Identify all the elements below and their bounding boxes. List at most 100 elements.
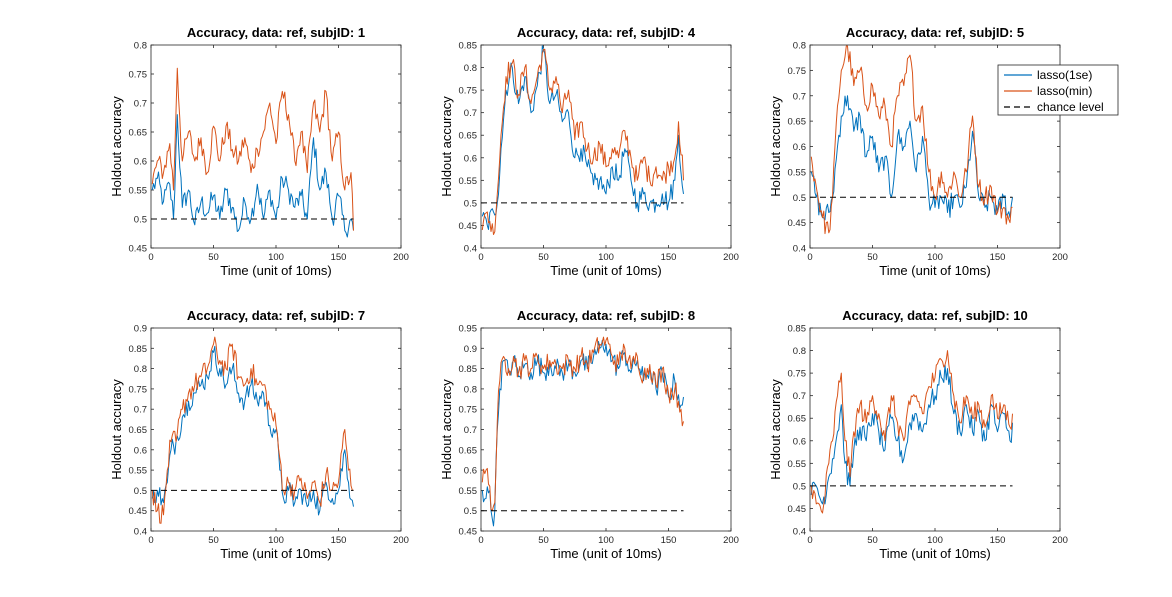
legend: lasso(1se) lasso(min) chance level [997,64,1119,116]
y-axis-label: Holdout accuracy [768,96,783,197]
y-tick-label: 0.85 [129,344,148,355]
x-tick-label: 0 [478,252,483,263]
panel-2: 0 50 100 150 200 0.4 0.45 0.5 0.55 0.6 0.65 0.7 0.75… [439,25,739,278]
axes-box [480,327,732,532]
x-tick-label: 100 [927,535,943,546]
y-tick-label: 0.75 [129,70,148,81]
y-tick-label: 0.95 [459,324,478,335]
x-tick-label: 150 [331,535,347,546]
y-tick-label: 0.9 [134,324,147,335]
x-tick-label: 100 [598,535,614,546]
y-tick-label: 0.7 [134,405,147,416]
y-axis-label: Holdout accuracy [109,379,124,480]
x-tick-label: 200 [393,252,409,263]
x-tick-label: 50 [538,535,549,546]
y-tick-label: 0.45 [788,504,807,515]
y-tick-label: 0.6 [134,157,147,168]
y-tick-label: 0.85 [788,324,807,335]
y-axis-label: Holdout accuracy [439,379,454,480]
x-axis-label: Time (unit of 10ms) [879,546,991,561]
y-tick-label: 0.8 [793,346,806,357]
x-tick-label: 200 [723,535,739,546]
chart-title: Accuracy, data: ref, subjID: 5 [846,25,1024,40]
y-tick-label: 0.6 [793,436,806,447]
series-line-lasso(min) [481,48,684,235]
y-tick-label: 0.7 [464,425,477,436]
y-tick-label: 0.7 [793,91,806,102]
y-tick-label: 0.4 [793,527,806,538]
y-tick-label: 0.6 [793,142,806,153]
y-tick-label: 0.4 [134,527,147,538]
x-tick-label: 200 [393,535,409,546]
y-tick-label: 0.7 [464,108,477,119]
x-tick-label: 0 [148,252,153,263]
x-tick-label: 50 [208,252,219,263]
y-tick-label: 0.85 [459,364,478,375]
y-tick-label: 0.65 [788,414,807,425]
x-tick-label: 0 [807,252,812,263]
y-axis-label: Holdout accuracy [109,96,124,197]
x-tick-label: 200 [1052,252,1068,263]
axes-box [480,44,732,249]
y-tick-label: 0.55 [459,176,478,187]
x-axis-label: Time (unit of 10ms) [220,546,332,561]
x-tick-label: 100 [598,252,614,263]
y-tick-label: 0.5 [464,506,477,517]
y-axis-label: Holdout accuracy [439,96,454,197]
series-line-lasso(min) [810,350,1013,514]
x-axis-label: Time (unit of 10ms) [550,546,662,561]
y-tick-label: 0.4 [793,244,806,255]
y-tick-label: 0.4 [464,244,477,255]
x-tick-label: 200 [1052,535,1068,546]
x-tick-label: 0 [807,535,812,546]
y-tick-label: 0.55 [129,186,148,197]
series-line-lasso(1se) [481,45,684,230]
x-tick-label: 50 [867,535,878,546]
y-tick-label: 0.75 [788,66,807,77]
y-tick-label: 0.8 [464,63,477,74]
legend-label: lasso(min) [1037,84,1092,98]
x-tick-label: 50 [538,252,549,263]
y-tick-label: 0.5 [134,486,147,497]
y-tick-label: 0.85 [459,41,478,52]
legend-label: chance level [1037,100,1104,114]
series-line-lasso(min) [151,336,354,524]
y-tick-label: 0.75 [129,384,148,395]
y-tick-label: 0.6 [464,153,477,164]
y-tick-label: 0.65 [129,128,148,139]
x-tick-label: 150 [990,535,1006,546]
x-axis-label: Time (unit of 10ms) [879,263,991,278]
y-tick-label: 0.8 [793,41,806,52]
y-tick-label: 0.7 [134,99,147,110]
x-tick-label: 0 [478,535,483,546]
y-tick-label: 0.65 [459,131,478,142]
panel-5: 0 50 100 150 200 0.45 0.5 0.55 0.6 0.65 0.7 0.75 0.8… [439,308,739,561]
y-tick-label: 0.5 [464,198,477,209]
panel-4: 0 50 100 150 200 0.4 0.45 0.5 0.55 0.6 0.65 0.7 0.75… [109,308,409,561]
x-tick-label: 50 [867,252,878,263]
series-line-lasso(min) [151,67,354,231]
y-tick-label: 0.45 [459,527,478,538]
y-axis-label: Holdout accuracy [768,379,783,480]
y-tick-label: 0.5 [134,215,147,226]
y-tick-label: 0.75 [459,86,478,97]
y-tick-label: 0.75 [459,405,478,416]
x-tick-label: 100 [927,252,943,263]
x-tick-label: 50 [208,535,219,546]
x-tick-label: 150 [331,252,347,263]
x-tick-label: 200 [723,252,739,263]
x-axis-label: Time (unit of 10ms) [550,263,662,278]
chart-title: Accuracy, data: ref, subjID: 7 [187,308,365,323]
y-tick-label: 0.45 [788,218,807,229]
y-tick-label: 0.8 [464,384,477,395]
panel-6: 0 50 100 150 200 0.4 0.45 0.5 0.55 0.6 0.65 0.7 0.75… [768,308,1068,561]
y-tick-label: 0.5 [793,193,806,204]
chart-title: Accuracy, data: ref, subjID: 4 [517,25,696,40]
legend-box [997,64,1119,116]
y-tick-label: 0.7 [793,391,806,402]
y-tick-label: 0.65 [788,117,807,128]
y-tick-label: 0.55 [788,167,807,178]
y-tick-label: 0.55 [788,459,807,470]
x-tick-label: 100 [268,252,284,263]
y-tick-label: 0.55 [129,466,148,477]
